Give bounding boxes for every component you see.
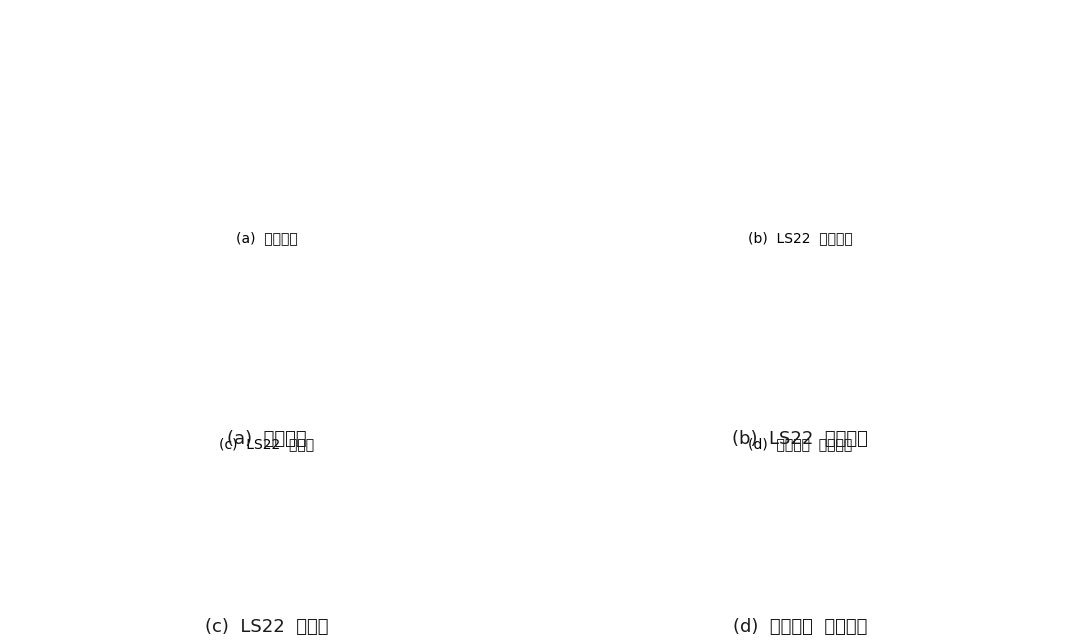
Text: (c)  LS22  횡하중: (c) LS22 횡하중 bbox=[219, 437, 315, 451]
Text: (b)  LS22  수직하중: (b) LS22 수직하중 bbox=[748, 231, 853, 245]
Text: (b)  LS22  수직하중: (b) LS22 수직하중 bbox=[732, 430, 869, 448]
Text: (a)  궤도하중: (a) 궤도하중 bbox=[236, 231, 298, 245]
Text: (c)  LS22  횡하중: (c) LS22 횡하중 bbox=[205, 618, 329, 636]
Text: (d)  틸팅차량  수직하중: (d) 틸팅차량 수직하중 bbox=[748, 437, 853, 451]
Text: (d)  틸팅차량  수직하중: (d) 틸팅차량 수직하중 bbox=[733, 618, 867, 636]
Text: (a)  궤도하중: (a) 궤도하중 bbox=[227, 430, 306, 448]
